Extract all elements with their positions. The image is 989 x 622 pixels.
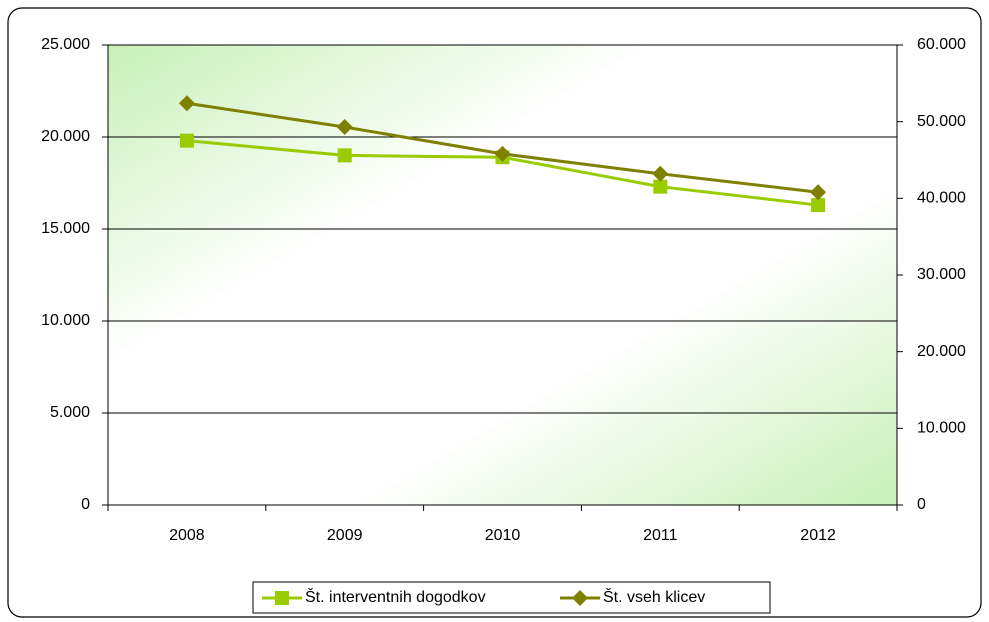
y2-tick-label: 60.000 <box>917 36 966 53</box>
series-marker <box>337 148 352 163</box>
legend-marker <box>572 590 588 606</box>
series-marker <box>336 119 353 136</box>
legend-marker <box>275 591 289 605</box>
y2-tick-label: 30.000 <box>917 266 966 283</box>
y2-tick-label: 50.000 <box>917 113 966 130</box>
y2-tick-label: 40.000 <box>917 190 966 207</box>
legend-box <box>252 581 771 614</box>
y-tick-label: 5.000 <box>50 404 90 421</box>
x-tick-label: 2012 <box>800 527 836 544</box>
legend-label: Št. vseh klicev <box>603 587 705 606</box>
series-marker <box>179 133 194 148</box>
y-tick-label: 10.000 <box>41 312 90 329</box>
series-marker <box>494 145 511 162</box>
series-marker <box>653 179 668 194</box>
legend-label: Št. interventnih dogodkov <box>305 587 486 606</box>
series-marker <box>652 165 669 182</box>
y-tick-label: 15.000 <box>41 220 90 237</box>
plot-area <box>108 45 897 505</box>
series-marker <box>811 198 826 213</box>
x-tick-label: 2009 <box>327 527 363 544</box>
y2-tick-label: 0 <box>917 496 926 513</box>
x-tick-label: 2010 <box>485 527 521 544</box>
x-tick-label: 2011 <box>643 527 678 544</box>
y2-tick-label: 10.000 <box>917 420 966 437</box>
series-marker <box>810 184 827 201</box>
x-tick-label: 2008 <box>169 527 205 544</box>
series-marker <box>178 95 195 112</box>
y-tick-label: 0 <box>81 496 90 513</box>
y-tick-label: 20.000 <box>41 128 90 145</box>
y2-tick-label: 20.000 <box>917 343 966 360</box>
y-tick-label: 25.000 <box>41 36 90 53</box>
